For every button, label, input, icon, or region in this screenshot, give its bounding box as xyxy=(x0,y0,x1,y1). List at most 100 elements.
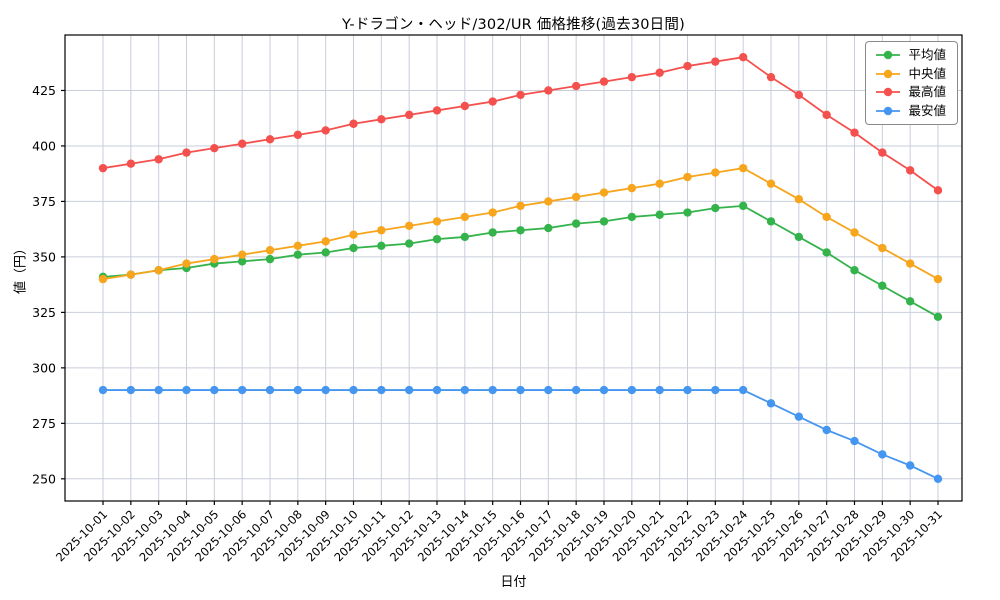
data-point xyxy=(627,72,637,82)
data-point xyxy=(655,68,664,77)
data-point xyxy=(850,436,859,446)
data-point xyxy=(432,217,442,226)
legend-marker xyxy=(876,51,901,60)
data-point xyxy=(321,248,330,257)
data-point xyxy=(460,212,470,222)
data-point xyxy=(126,159,136,168)
data-point xyxy=(571,192,581,202)
data-point xyxy=(377,385,386,395)
data-point xyxy=(488,208,497,217)
data-point xyxy=(321,385,330,395)
data-point xyxy=(822,425,831,435)
data-point xyxy=(905,259,915,268)
data-point xyxy=(599,385,609,395)
data-point xyxy=(571,219,581,228)
data-point xyxy=(738,163,748,173)
data-point xyxy=(878,243,887,253)
data-point xyxy=(98,385,108,395)
data-point xyxy=(711,168,720,177)
legend-label: 最安値 xyxy=(908,102,946,118)
data-point xyxy=(905,297,915,306)
data-point xyxy=(237,139,247,148)
data-point xyxy=(98,274,108,284)
data-point xyxy=(488,97,497,106)
data-point xyxy=(237,250,247,259)
data-point xyxy=(265,254,275,264)
legend-marker xyxy=(876,88,901,97)
data-point xyxy=(683,172,692,182)
data-point xyxy=(210,143,219,153)
legend-item: 最高値 xyxy=(875,84,946,99)
legend-label: 中央値 xyxy=(908,65,946,81)
data-point xyxy=(627,183,637,193)
data-point xyxy=(126,385,136,395)
data-point xyxy=(544,197,553,206)
data-point xyxy=(599,217,609,226)
data-point xyxy=(460,385,470,395)
data-point xyxy=(293,385,303,395)
data-point xyxy=(377,115,386,124)
data-point xyxy=(850,228,859,237)
data-point xyxy=(571,385,581,395)
data-point xyxy=(766,179,776,188)
data-point xyxy=(98,163,108,173)
data-point xyxy=(404,385,414,395)
data-point xyxy=(544,86,553,95)
legend-label: 平均値 xyxy=(908,47,946,62)
data-point xyxy=(432,385,442,395)
data-point xyxy=(516,201,525,211)
x-axis-label: 日付 xyxy=(500,575,527,590)
data-point xyxy=(933,474,943,484)
data-point xyxy=(182,148,191,157)
legend-label: 最高値 xyxy=(908,84,946,99)
data-point xyxy=(711,203,720,213)
data-point xyxy=(683,208,692,217)
data-point xyxy=(878,450,887,459)
data-point xyxy=(571,81,581,91)
plot-border xyxy=(64,34,963,502)
data-point xyxy=(711,57,720,66)
data-point xyxy=(850,128,859,137)
data-point xyxy=(460,101,470,111)
data-point xyxy=(321,237,330,246)
data-point xyxy=(822,248,831,257)
data-point xyxy=(683,61,692,71)
data-point xyxy=(404,110,414,120)
y-tick-label: 300 xyxy=(32,360,56,375)
data-point xyxy=(488,385,497,395)
data-point xyxy=(182,259,191,268)
data-point xyxy=(850,266,859,275)
data-point xyxy=(154,155,163,164)
data-point xyxy=(349,230,358,239)
data-point xyxy=(599,77,609,86)
data-point xyxy=(544,223,553,233)
data-point xyxy=(794,90,804,100)
y-tick-label: 400 xyxy=(32,138,56,153)
data-point xyxy=(655,179,664,188)
legend: 平均値中央値最高値最安値 xyxy=(865,41,958,125)
data-point xyxy=(766,217,776,226)
data-point xyxy=(599,188,609,197)
data-point xyxy=(627,212,637,222)
data-point xyxy=(237,257,247,266)
data-point xyxy=(210,385,219,395)
data-point xyxy=(432,234,442,244)
data-point xyxy=(154,385,163,395)
y-tick-label: 375 xyxy=(32,194,56,209)
data-point xyxy=(432,106,442,115)
y-tick-label: 275 xyxy=(32,416,56,431)
data-point xyxy=(738,385,748,395)
data-point xyxy=(655,210,664,219)
y-axis-label: 値（円） xyxy=(13,241,29,295)
data-point xyxy=(182,385,191,395)
data-point xyxy=(933,274,943,284)
data-point xyxy=(683,385,692,395)
data-point xyxy=(711,385,720,395)
data-point xyxy=(933,186,943,195)
legend-item: 平均値 xyxy=(875,47,946,62)
data-point xyxy=(794,195,804,204)
legend-item: 中央値 xyxy=(875,65,946,81)
data-point xyxy=(265,135,275,144)
